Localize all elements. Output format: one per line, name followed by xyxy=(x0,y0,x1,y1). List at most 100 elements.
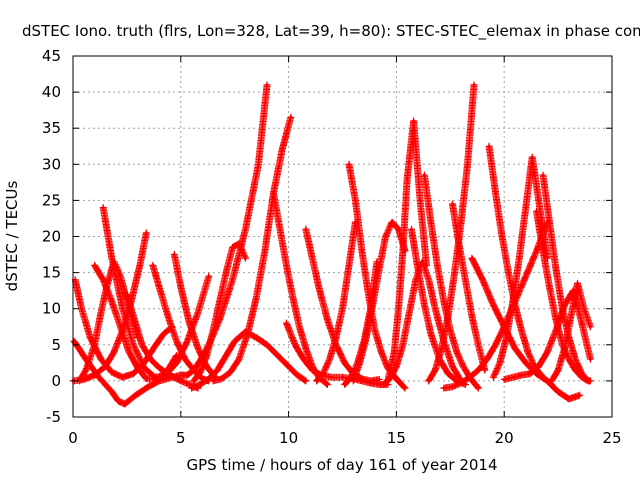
data-point xyxy=(397,307,401,311)
data-point xyxy=(192,379,196,383)
y-tick-label: 0 xyxy=(51,372,61,390)
data-point xyxy=(401,249,405,253)
data-point xyxy=(97,375,101,379)
data-point xyxy=(537,198,541,202)
data-point xyxy=(179,373,183,377)
data-point xyxy=(254,296,258,300)
data-point xyxy=(446,314,450,318)
data-point xyxy=(265,343,269,347)
data-point xyxy=(118,325,122,329)
data-point xyxy=(254,336,258,340)
data-point xyxy=(576,281,579,285)
data-point xyxy=(425,263,429,267)
series-10 xyxy=(188,328,310,392)
x-tick-label: 5 xyxy=(176,429,186,447)
data-point xyxy=(330,375,334,379)
data-point xyxy=(530,155,534,159)
data-point xyxy=(455,379,459,383)
data-point xyxy=(278,227,282,231)
data-point xyxy=(502,378,506,381)
data-point xyxy=(466,162,469,166)
data-point xyxy=(287,365,291,368)
data-point xyxy=(196,310,200,314)
data-point xyxy=(116,399,120,403)
data-point xyxy=(519,373,523,377)
data-point xyxy=(459,220,463,224)
data-point xyxy=(106,281,109,285)
data-point xyxy=(244,256,247,260)
data-point xyxy=(500,235,504,238)
data-point xyxy=(397,227,401,231)
data-point xyxy=(211,328,215,332)
data-point xyxy=(187,383,191,386)
data-point xyxy=(256,162,260,166)
data-point xyxy=(433,307,437,311)
data-point xyxy=(216,368,219,372)
data-point xyxy=(427,278,431,282)
data-point xyxy=(392,350,396,354)
data-point xyxy=(304,379,308,383)
data-point xyxy=(360,377,364,381)
data-point xyxy=(586,379,590,383)
series-19 xyxy=(341,258,381,388)
data-point xyxy=(451,385,454,389)
y-tick-label: -5 xyxy=(46,408,61,426)
y-tick-label: 20 xyxy=(42,228,61,246)
data-point xyxy=(545,379,549,383)
series-11 xyxy=(190,240,249,385)
data-point xyxy=(272,191,275,195)
data-point xyxy=(442,300,446,303)
data-point xyxy=(207,377,211,381)
data-point xyxy=(401,343,405,347)
data-point xyxy=(157,285,161,289)
y-tick-label: 25 xyxy=(42,191,61,209)
data-point xyxy=(580,375,584,379)
data-point xyxy=(427,379,431,383)
data-point xyxy=(224,354,228,358)
data-point xyxy=(554,328,558,332)
data-point xyxy=(578,393,582,397)
data-point xyxy=(144,377,148,381)
data-point xyxy=(93,263,97,267)
data-point xyxy=(99,310,103,314)
data-point xyxy=(588,325,592,329)
data-point xyxy=(185,339,189,343)
data-point xyxy=(410,227,413,231)
data-point xyxy=(101,206,105,210)
data-point xyxy=(149,357,153,361)
data-point xyxy=(535,372,538,376)
data-point xyxy=(341,307,344,311)
data-point xyxy=(407,310,411,314)
data-point xyxy=(151,263,155,267)
data-point xyxy=(289,115,293,119)
data-point xyxy=(582,307,586,311)
data-point xyxy=(192,368,196,372)
data-point xyxy=(205,354,209,358)
data-point xyxy=(422,303,426,307)
data-point xyxy=(422,173,426,177)
series-21 xyxy=(384,117,431,385)
data-point xyxy=(293,343,297,347)
data-point xyxy=(310,256,314,260)
data-point xyxy=(461,365,465,368)
data-point xyxy=(343,361,347,365)
data-point xyxy=(369,379,372,383)
series-9 xyxy=(170,251,219,381)
series-33 xyxy=(500,287,594,383)
data-point xyxy=(179,285,183,289)
data-point xyxy=(379,350,383,354)
axis-ticks: 0 5 10 15 20 25 -5 0 5 10 15 20 25 30 35 40 45 xyxy=(42,47,622,447)
data-point xyxy=(573,368,577,372)
data-point xyxy=(356,361,360,365)
data-point xyxy=(487,144,491,148)
data-point xyxy=(103,365,107,368)
data-point xyxy=(317,285,321,289)
data-point xyxy=(455,350,459,354)
data-point xyxy=(198,370,202,374)
data-point xyxy=(125,292,129,296)
data-point xyxy=(136,366,140,370)
data-point xyxy=(310,368,314,372)
y-tick-label: 35 xyxy=(42,119,61,137)
data-point xyxy=(157,366,161,370)
